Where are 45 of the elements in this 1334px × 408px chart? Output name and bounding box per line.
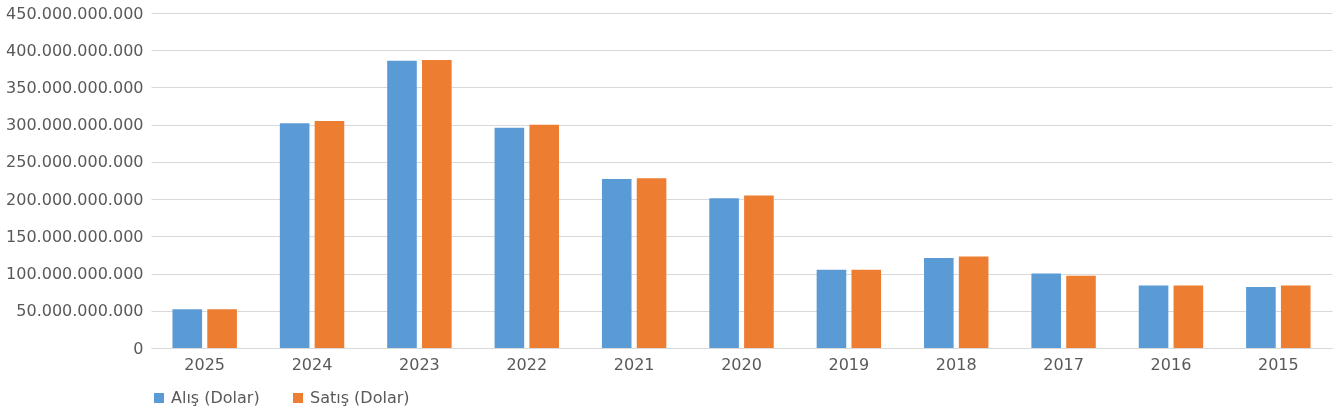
bar xyxy=(709,198,739,348)
bar xyxy=(422,59,452,348)
x-tick-label: 2024 xyxy=(291,354,333,374)
bar xyxy=(1246,286,1276,348)
bar xyxy=(744,195,774,348)
bar xyxy=(314,120,345,348)
bar xyxy=(494,127,525,348)
y-tick-label: 400.000.000.000 xyxy=(6,40,144,60)
bar xyxy=(1066,275,1096,348)
x-tick-label: 2018 xyxy=(935,354,977,374)
bar xyxy=(851,269,882,348)
y-tick-label: 200.000.000.000 xyxy=(6,189,144,209)
x-tick-label: 2023 xyxy=(399,354,440,374)
bar xyxy=(279,123,310,348)
bar xyxy=(924,257,954,348)
x-tick-label: 2020 xyxy=(721,354,762,374)
y-tick-label: 250.000.000.000 xyxy=(6,152,144,172)
bar xyxy=(636,178,667,348)
bar xyxy=(1173,285,1204,348)
y-tick-label: 450.000.000.000 xyxy=(6,3,144,23)
x-tick-label: 2021 xyxy=(613,354,655,374)
x-tick-label: 2016 xyxy=(1150,354,1192,374)
bar xyxy=(207,309,237,348)
y-tick-label: 100.000.000.000 xyxy=(6,264,144,284)
y-tick-label: 150.000.000.000 xyxy=(6,226,144,246)
bar xyxy=(958,256,989,348)
x-tick-label: 2019 xyxy=(828,354,870,374)
x-tick-label: 2017 xyxy=(1043,354,1084,374)
bar xyxy=(529,124,559,348)
x-tick-label: 2022 xyxy=(506,354,548,374)
bar xyxy=(1031,273,1061,348)
bar xyxy=(1138,285,1169,348)
bar xyxy=(172,309,203,348)
y-tick-label: 350.000.000.000 xyxy=(6,77,144,97)
bar xyxy=(601,179,632,348)
x-tick-label: 2015 xyxy=(1257,354,1299,374)
bar xyxy=(387,60,417,348)
y-tick-label: 300.000.000.000 xyxy=(6,115,144,135)
legend-label: Satış (Dolar) xyxy=(310,388,410,407)
y-tick-label: 50.000.000.000 xyxy=(16,301,144,321)
bar xyxy=(1280,285,1311,348)
y-tick-label: 0 xyxy=(133,338,144,358)
x-tick-label: 2025 xyxy=(184,354,226,374)
legend-label: Alış (Dolar) xyxy=(171,388,260,407)
bar xyxy=(816,269,847,348)
